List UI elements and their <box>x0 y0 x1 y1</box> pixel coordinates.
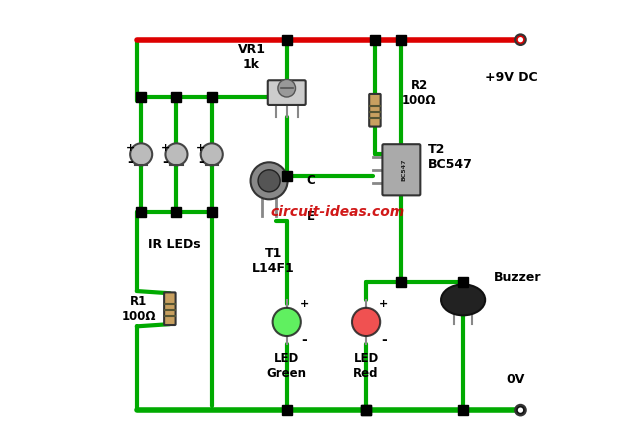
Text: R2
100Ω: R2 100Ω <box>402 78 436 107</box>
FancyBboxPatch shape <box>383 144 421 195</box>
Circle shape <box>352 308 380 336</box>
Circle shape <box>166 143 187 165</box>
Text: +: + <box>299 299 309 309</box>
Circle shape <box>515 405 526 415</box>
Text: -: - <box>198 155 204 169</box>
Circle shape <box>278 79 296 97</box>
Text: +: + <box>196 143 205 153</box>
Ellipse shape <box>441 284 485 315</box>
Circle shape <box>251 162 288 199</box>
Text: C: C <box>307 174 316 187</box>
Text: LED
Green: LED Green <box>267 352 307 380</box>
Text: VR1
1k: VR1 1k <box>238 43 265 71</box>
Text: +9V DC: +9V DC <box>486 71 538 83</box>
Circle shape <box>515 34 526 45</box>
Text: circuit-ideas.com: circuit-ideas.com <box>270 205 404 219</box>
Circle shape <box>130 143 152 165</box>
Text: +: + <box>126 143 135 153</box>
Circle shape <box>518 407 523 413</box>
FancyBboxPatch shape <box>164 292 176 325</box>
Circle shape <box>258 170 280 192</box>
Text: Buzzer: Buzzer <box>494 271 542 284</box>
FancyBboxPatch shape <box>369 94 381 127</box>
FancyBboxPatch shape <box>268 80 306 105</box>
Text: E: E <box>307 209 314 223</box>
Text: +: + <box>379 299 388 309</box>
Text: -: - <box>162 155 168 169</box>
Text: R1
100Ω: R1 100Ω <box>122 295 156 323</box>
Text: T2
BC547: T2 BC547 <box>428 142 473 171</box>
Circle shape <box>272 308 301 336</box>
Text: T1
L14F1: T1 L14F1 <box>252 247 295 275</box>
Text: -: - <box>381 333 386 347</box>
Circle shape <box>201 143 223 165</box>
Text: -: - <box>301 333 307 347</box>
Text: BC547: BC547 <box>401 158 406 181</box>
Text: -: - <box>128 155 133 169</box>
Text: +: + <box>161 143 170 153</box>
Text: LED
Red: LED Red <box>354 352 379 380</box>
Text: 0V: 0V <box>507 373 526 386</box>
Circle shape <box>518 37 523 42</box>
Text: IR LEDs: IR LEDs <box>148 238 200 251</box>
